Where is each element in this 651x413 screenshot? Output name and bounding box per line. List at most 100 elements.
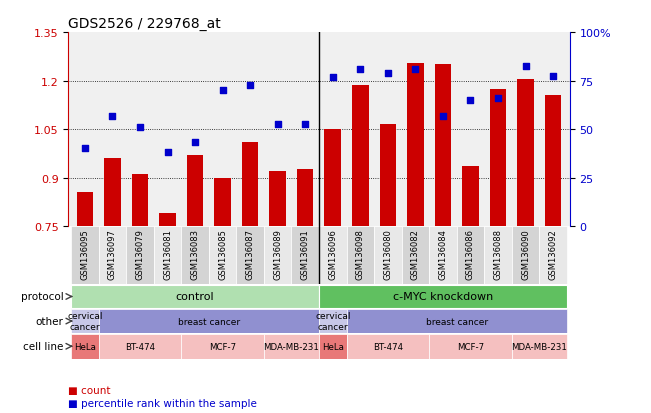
- Bar: [402, 226, 429, 285]
- Point: [245, 83, 255, 90]
- Text: protocol: protocol: [21, 292, 63, 302]
- Bar: [484, 226, 512, 285]
- Bar: [264, 334, 319, 359]
- Text: MDA-MB-231: MDA-MB-231: [512, 342, 567, 351]
- Text: breast cancer: breast cancer: [426, 317, 488, 326]
- Point: [548, 73, 559, 80]
- Text: GSM136085: GSM136085: [218, 228, 227, 279]
- Text: cell line: cell line: [23, 342, 63, 351]
- Point: [410, 67, 421, 74]
- Bar: [374, 226, 402, 285]
- Text: GSM136080: GSM136080: [383, 228, 393, 279]
- Bar: [99, 309, 319, 333]
- Bar: [512, 226, 539, 285]
- Point: [300, 121, 311, 128]
- Text: GSM136095: GSM136095: [80, 228, 89, 279]
- Point: [190, 139, 201, 146]
- Bar: [264, 226, 292, 285]
- Text: breast cancer: breast cancer: [178, 317, 240, 326]
- Point: [437, 114, 448, 120]
- Text: ■ count: ■ count: [68, 385, 111, 395]
- Bar: [324, 130, 341, 226]
- Point: [355, 67, 365, 74]
- Text: GDS2526 / 229768_at: GDS2526 / 229768_at: [68, 17, 221, 31]
- Bar: [346, 334, 429, 359]
- Text: GSM136079: GSM136079: [135, 228, 145, 279]
- Text: HeLa: HeLa: [322, 342, 344, 351]
- Text: cervical
cancer: cervical cancer: [315, 311, 350, 331]
- Text: GSM136086: GSM136086: [466, 228, 475, 279]
- Bar: [132, 175, 148, 226]
- Text: GSM136087: GSM136087: [245, 228, 255, 279]
- Text: MCF-7: MCF-7: [457, 342, 484, 351]
- Text: MCF-7: MCF-7: [209, 342, 236, 351]
- Bar: [159, 214, 176, 226]
- Bar: [104, 159, 120, 226]
- Bar: [319, 226, 346, 285]
- Text: HeLa: HeLa: [74, 342, 96, 351]
- Bar: [270, 172, 286, 226]
- Text: BT-474: BT-474: [373, 342, 403, 351]
- Bar: [545, 96, 561, 226]
- Point: [107, 114, 118, 120]
- Point: [327, 75, 338, 81]
- Text: GSM136088: GSM136088: [493, 228, 503, 279]
- Bar: [319, 309, 346, 333]
- Bar: [319, 334, 346, 359]
- Text: control: control: [176, 292, 214, 302]
- Bar: [352, 86, 368, 226]
- Point: [135, 125, 145, 131]
- Text: cervical
cancer: cervical cancer: [67, 311, 103, 331]
- Text: GSM136083: GSM136083: [191, 228, 200, 279]
- Bar: [429, 334, 512, 359]
- Bar: [77, 192, 93, 226]
- Bar: [346, 309, 567, 333]
- Text: MDA-MB-231: MDA-MB-231: [264, 342, 320, 351]
- Bar: [297, 170, 314, 226]
- Text: c-MYC knockdown: c-MYC knockdown: [393, 292, 493, 302]
- Point: [493, 96, 503, 102]
- Point: [520, 64, 531, 70]
- Bar: [490, 90, 506, 226]
- Bar: [71, 285, 319, 309]
- Bar: [512, 334, 567, 359]
- Text: other: other: [35, 316, 63, 326]
- Text: BT-474: BT-474: [125, 342, 155, 351]
- Bar: [380, 125, 396, 226]
- Text: ■ percentile rank within the sample: ■ percentile rank within the sample: [68, 398, 257, 408]
- Text: GSM136081: GSM136081: [163, 228, 172, 279]
- Bar: [71, 309, 99, 333]
- Bar: [71, 226, 99, 285]
- Bar: [462, 167, 478, 226]
- Bar: [181, 226, 209, 285]
- Bar: [242, 142, 258, 226]
- Text: GSM136082: GSM136082: [411, 228, 420, 279]
- Bar: [346, 226, 374, 285]
- Bar: [435, 65, 451, 226]
- Bar: [214, 178, 231, 226]
- Bar: [99, 226, 126, 285]
- Text: GSM136084: GSM136084: [438, 228, 447, 279]
- Text: GSM136098: GSM136098: [356, 228, 365, 279]
- Point: [79, 146, 90, 152]
- Bar: [126, 226, 154, 285]
- Text: GSM136090: GSM136090: [521, 228, 530, 279]
- Bar: [236, 226, 264, 285]
- Text: GSM136091: GSM136091: [301, 228, 310, 279]
- Point: [162, 149, 173, 156]
- Text: GSM136089: GSM136089: [273, 228, 282, 279]
- Bar: [457, 226, 484, 285]
- Point: [217, 88, 228, 95]
- Bar: [429, 226, 457, 285]
- Text: GSM136092: GSM136092: [549, 228, 558, 279]
- Bar: [319, 285, 567, 309]
- Point: [273, 121, 283, 128]
- Point: [383, 70, 393, 77]
- Bar: [518, 80, 534, 226]
- Text: GSM136097: GSM136097: [108, 228, 117, 279]
- Bar: [407, 64, 424, 226]
- Bar: [539, 226, 567, 285]
- Bar: [187, 156, 203, 226]
- Bar: [181, 334, 264, 359]
- Bar: [154, 226, 181, 285]
